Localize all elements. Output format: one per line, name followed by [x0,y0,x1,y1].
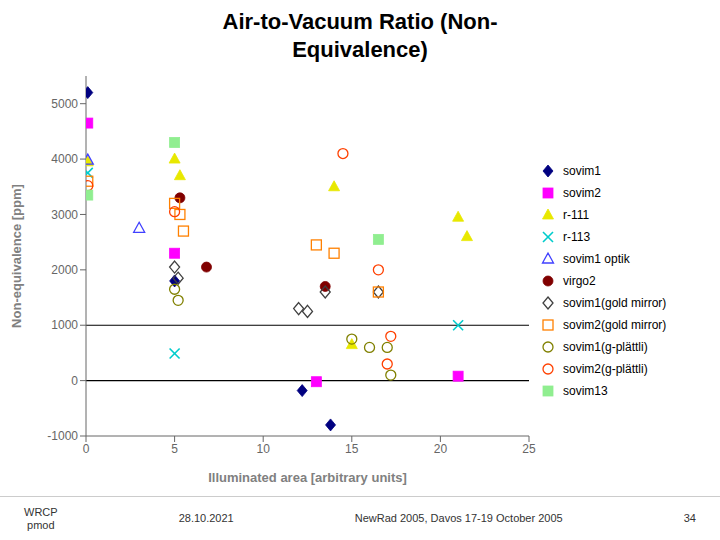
html-text:sovim1 optik: sovim1 optik [563,252,630,266]
html-text:sovim1: sovim1 [563,164,601,178]
html-text:sovim13: sovim13 [563,384,608,398]
svg-text:5000: 5000 [51,97,78,111]
svg-text:20: 20 [434,442,448,456]
svg-text:1000: 1000 [51,318,78,332]
html-text:virgo2: virgo2 [563,274,596,288]
svg-text:4000: 4000 [51,152,78,166]
html-text:sovim2: sovim2 [563,186,601,200]
html-text:sovim2(g-plättli): sovim2(g-plättli) [563,362,648,376]
html-text:28.10.2021: 28.10.2021 [178,512,234,524]
svg-text:Non-equivalence [ppm]: Non-equivalence [ppm] [9,184,24,328]
svg-text:-1000: -1000 [47,429,78,443]
html-text:Air-to-Vacuum Ratio (Non- Equi: Air-to-Vacuum Ratio (Non- Equivalence) [222,9,498,62]
html-text:NewRad 2005, Davos 17-19 Octob: NewRad 2005, Davos 17-19 October 2005 [354,512,563,524]
svg-text:10: 10 [257,442,271,456]
svg-text:0: 0 [83,442,90,456]
svg-text:5: 5 [171,442,178,456]
html-text:r-113: r-113 [563,230,591,244]
html-text:34: 34 [683,512,696,524]
svg-text:Illuminated area [arbitrary un: Illuminated area [arbitrary units] [208,470,407,485]
html-text:sovim1(gold mirror): sovim1(gold mirror) [563,296,667,310]
svg-text:0: 0 [71,374,78,388]
svg-text:3000: 3000 [51,208,78,222]
html-text:sovim1(g-plättli): sovim1(g-plättli) [563,340,648,354]
svg-text:25: 25 [522,442,536,456]
html-text:WRCP pmod: WRCP pmod [24,505,58,531]
svg-text:2000: 2000 [51,263,78,277]
svg-text:15: 15 [345,442,359,456]
html-text:r-111: r-111 [563,208,590,222]
html-text:sovim2(gold mirror): sovim2(gold mirror) [563,318,667,332]
